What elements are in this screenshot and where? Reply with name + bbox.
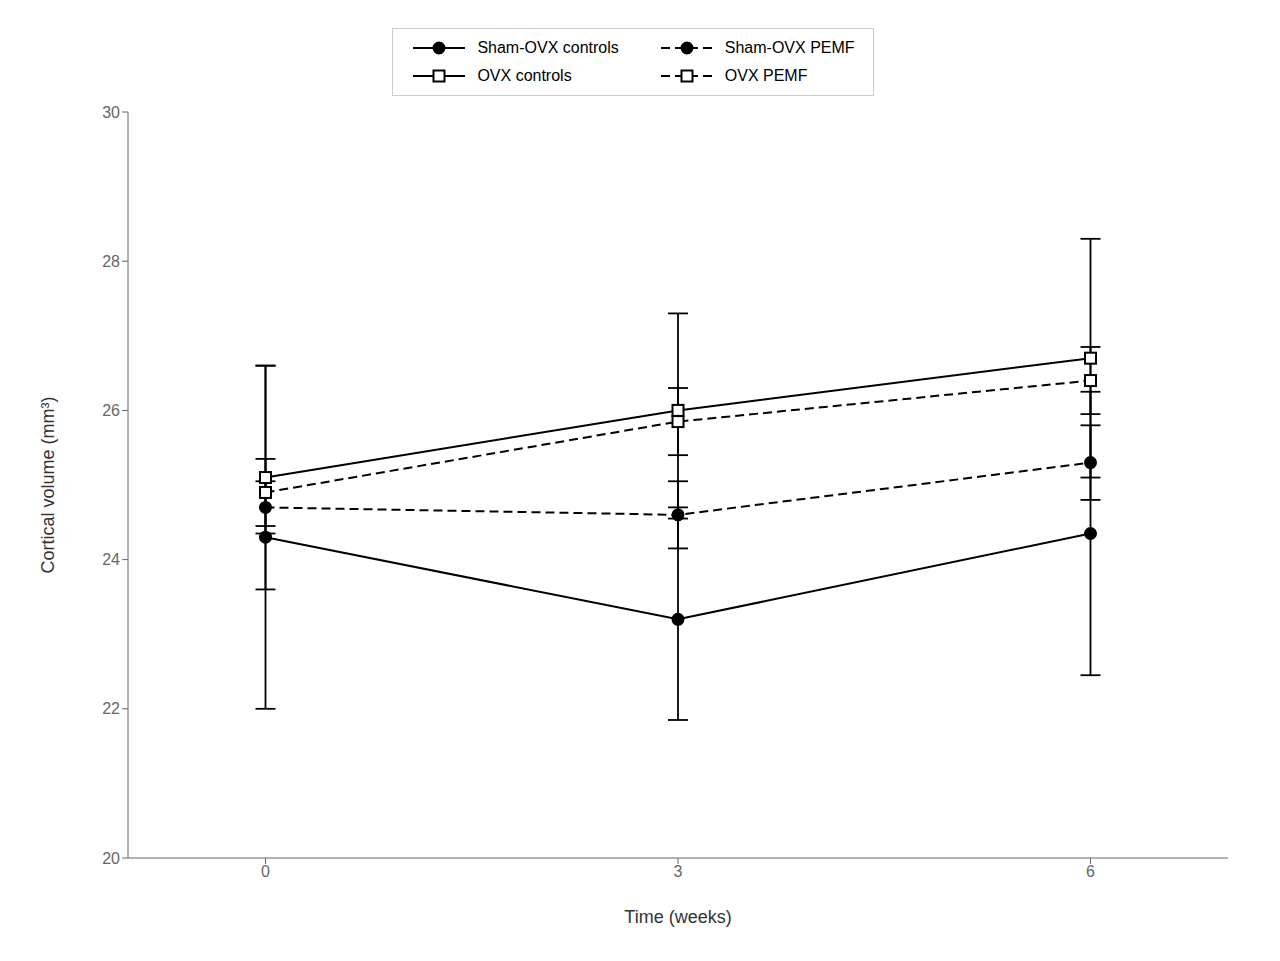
svg-text:6: 6 xyxy=(1086,863,1095,880)
html-text:Sham-OVX controls: Sham-OVX controls xyxy=(477,39,619,56)
svg-text:3: 3 xyxy=(674,863,683,880)
svg-text:20: 20 xyxy=(102,850,120,867)
svg-text:Cortical volume (mm³): Cortical volume (mm³) xyxy=(38,396,58,573)
svg-text:30: 30 xyxy=(102,104,120,121)
svg-text:22: 22 xyxy=(102,700,120,717)
svg-text:28: 28 xyxy=(102,253,120,270)
html-text:OVX controls: OVX controls xyxy=(477,67,572,84)
html-text:OVX PEMF: OVX PEMF xyxy=(724,67,808,84)
html-text:Sham-OVX PEMF: Sham-OVX PEMF xyxy=(724,39,855,56)
svg-text:24: 24 xyxy=(102,551,120,568)
svg-text:Time (weeks): Time (weeks) xyxy=(624,907,731,927)
svg-text:0: 0 xyxy=(261,863,270,880)
svg-text:26: 26 xyxy=(102,402,120,419)
